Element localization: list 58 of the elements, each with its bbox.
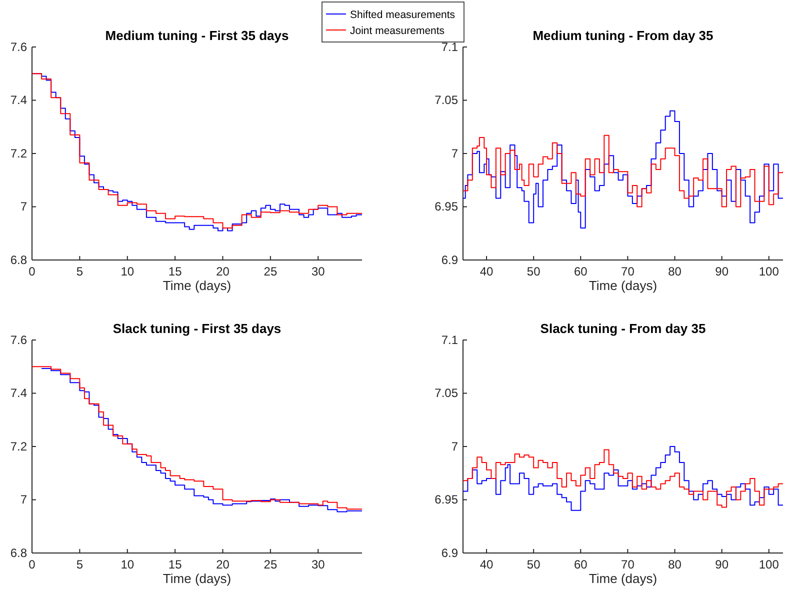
x-tick-label: 20 (216, 558, 230, 572)
x-tick-label: 80 (668, 264, 682, 279)
chart-title: Slack tuning - From day 35 (540, 321, 706, 336)
x-tick-label: 70 (621, 558, 635, 572)
x-axis-title: Time (days) (588, 278, 658, 293)
y-tick-label: 7.1 (441, 40, 458, 54)
x-tick-label: 30 (311, 264, 326, 279)
y-tick-label: 7.05 (434, 93, 458, 108)
x-tick-label: 100 (758, 558, 780, 572)
y-tick-label: 7.4 (10, 386, 28, 400)
x-axis-title: Time (days) (588, 571, 658, 586)
y-tick-label: 7 (451, 146, 458, 160)
x-tick-label: 40 (480, 558, 494, 572)
y-tick-label: 7 (451, 439, 458, 454)
x-tick-label: 25 (264, 264, 278, 279)
x-axis-title: Time (days) (162, 278, 232, 293)
y-tick-label: 6.95 (434, 200, 458, 214)
y-tick-label: 7.6 (10, 40, 28, 54)
x-tick-label: 0 (28, 264, 36, 279)
x-tick-label: 100 (758, 264, 780, 279)
x-tick-label: 60 (574, 264, 588, 279)
chart-title: Medium tuning - From day 35 (532, 28, 714, 43)
x-tick-label: 30 (311, 558, 326, 572)
y-tick-label: 7.1 (441, 332, 458, 347)
y-tick-label: 6.8 (10, 546, 28, 560)
x-tick-label: 10 (120, 264, 134, 279)
x-tick-label: 90 (715, 264, 729, 279)
x-tick-label: 10 (120, 558, 134, 572)
x-tick-label: 70 (621, 264, 635, 279)
legend-label: Shifted measurements (350, 9, 456, 21)
x-tick-label: 5 (76, 264, 84, 279)
x-tick-label: 50 (526, 558, 541, 572)
y-tick-label: 6.9 (441, 546, 458, 560)
y-tick-label: 6.95 (434, 492, 458, 507)
x-tick-label: 80 (668, 558, 682, 572)
y-tick-label: 7.2 (10, 146, 28, 160)
legend-label: Joint measurements (350, 25, 445, 37)
chart-title: Medium tuning - First 35 days (105, 28, 289, 43)
y-tick-label: 7.4 (10, 93, 28, 108)
y-tick-label: 7.6 (10, 332, 28, 347)
y-tick-label: 7.05 (434, 386, 458, 400)
x-tick-label: 90 (715, 558, 729, 572)
x-tick-label: 0 (28, 558, 36, 572)
chart-title: Slack tuning - First 35 days (112, 321, 282, 336)
y-tick-label: 7 (20, 492, 28, 507)
x-tick-label: 20 (216, 264, 230, 279)
x-tick-label: 40 (480, 264, 494, 279)
y-tick-label: 6.9 (441, 252, 458, 267)
x-tick-label: 60 (574, 558, 588, 572)
y-tick-label: 6.8 (10, 252, 28, 267)
x-tick-label: 15 (168, 558, 182, 572)
y-tick-label: 7.2 (10, 439, 28, 454)
x-tick-label: 50 (526, 264, 541, 279)
x-axis-title: Time (days) (162, 571, 232, 586)
y-tick-label: 7 (20, 200, 28, 214)
x-tick-label: 15 (168, 264, 182, 279)
x-tick-label: 5 (76, 558, 84, 572)
x-tick-label: 25 (264, 558, 278, 572)
